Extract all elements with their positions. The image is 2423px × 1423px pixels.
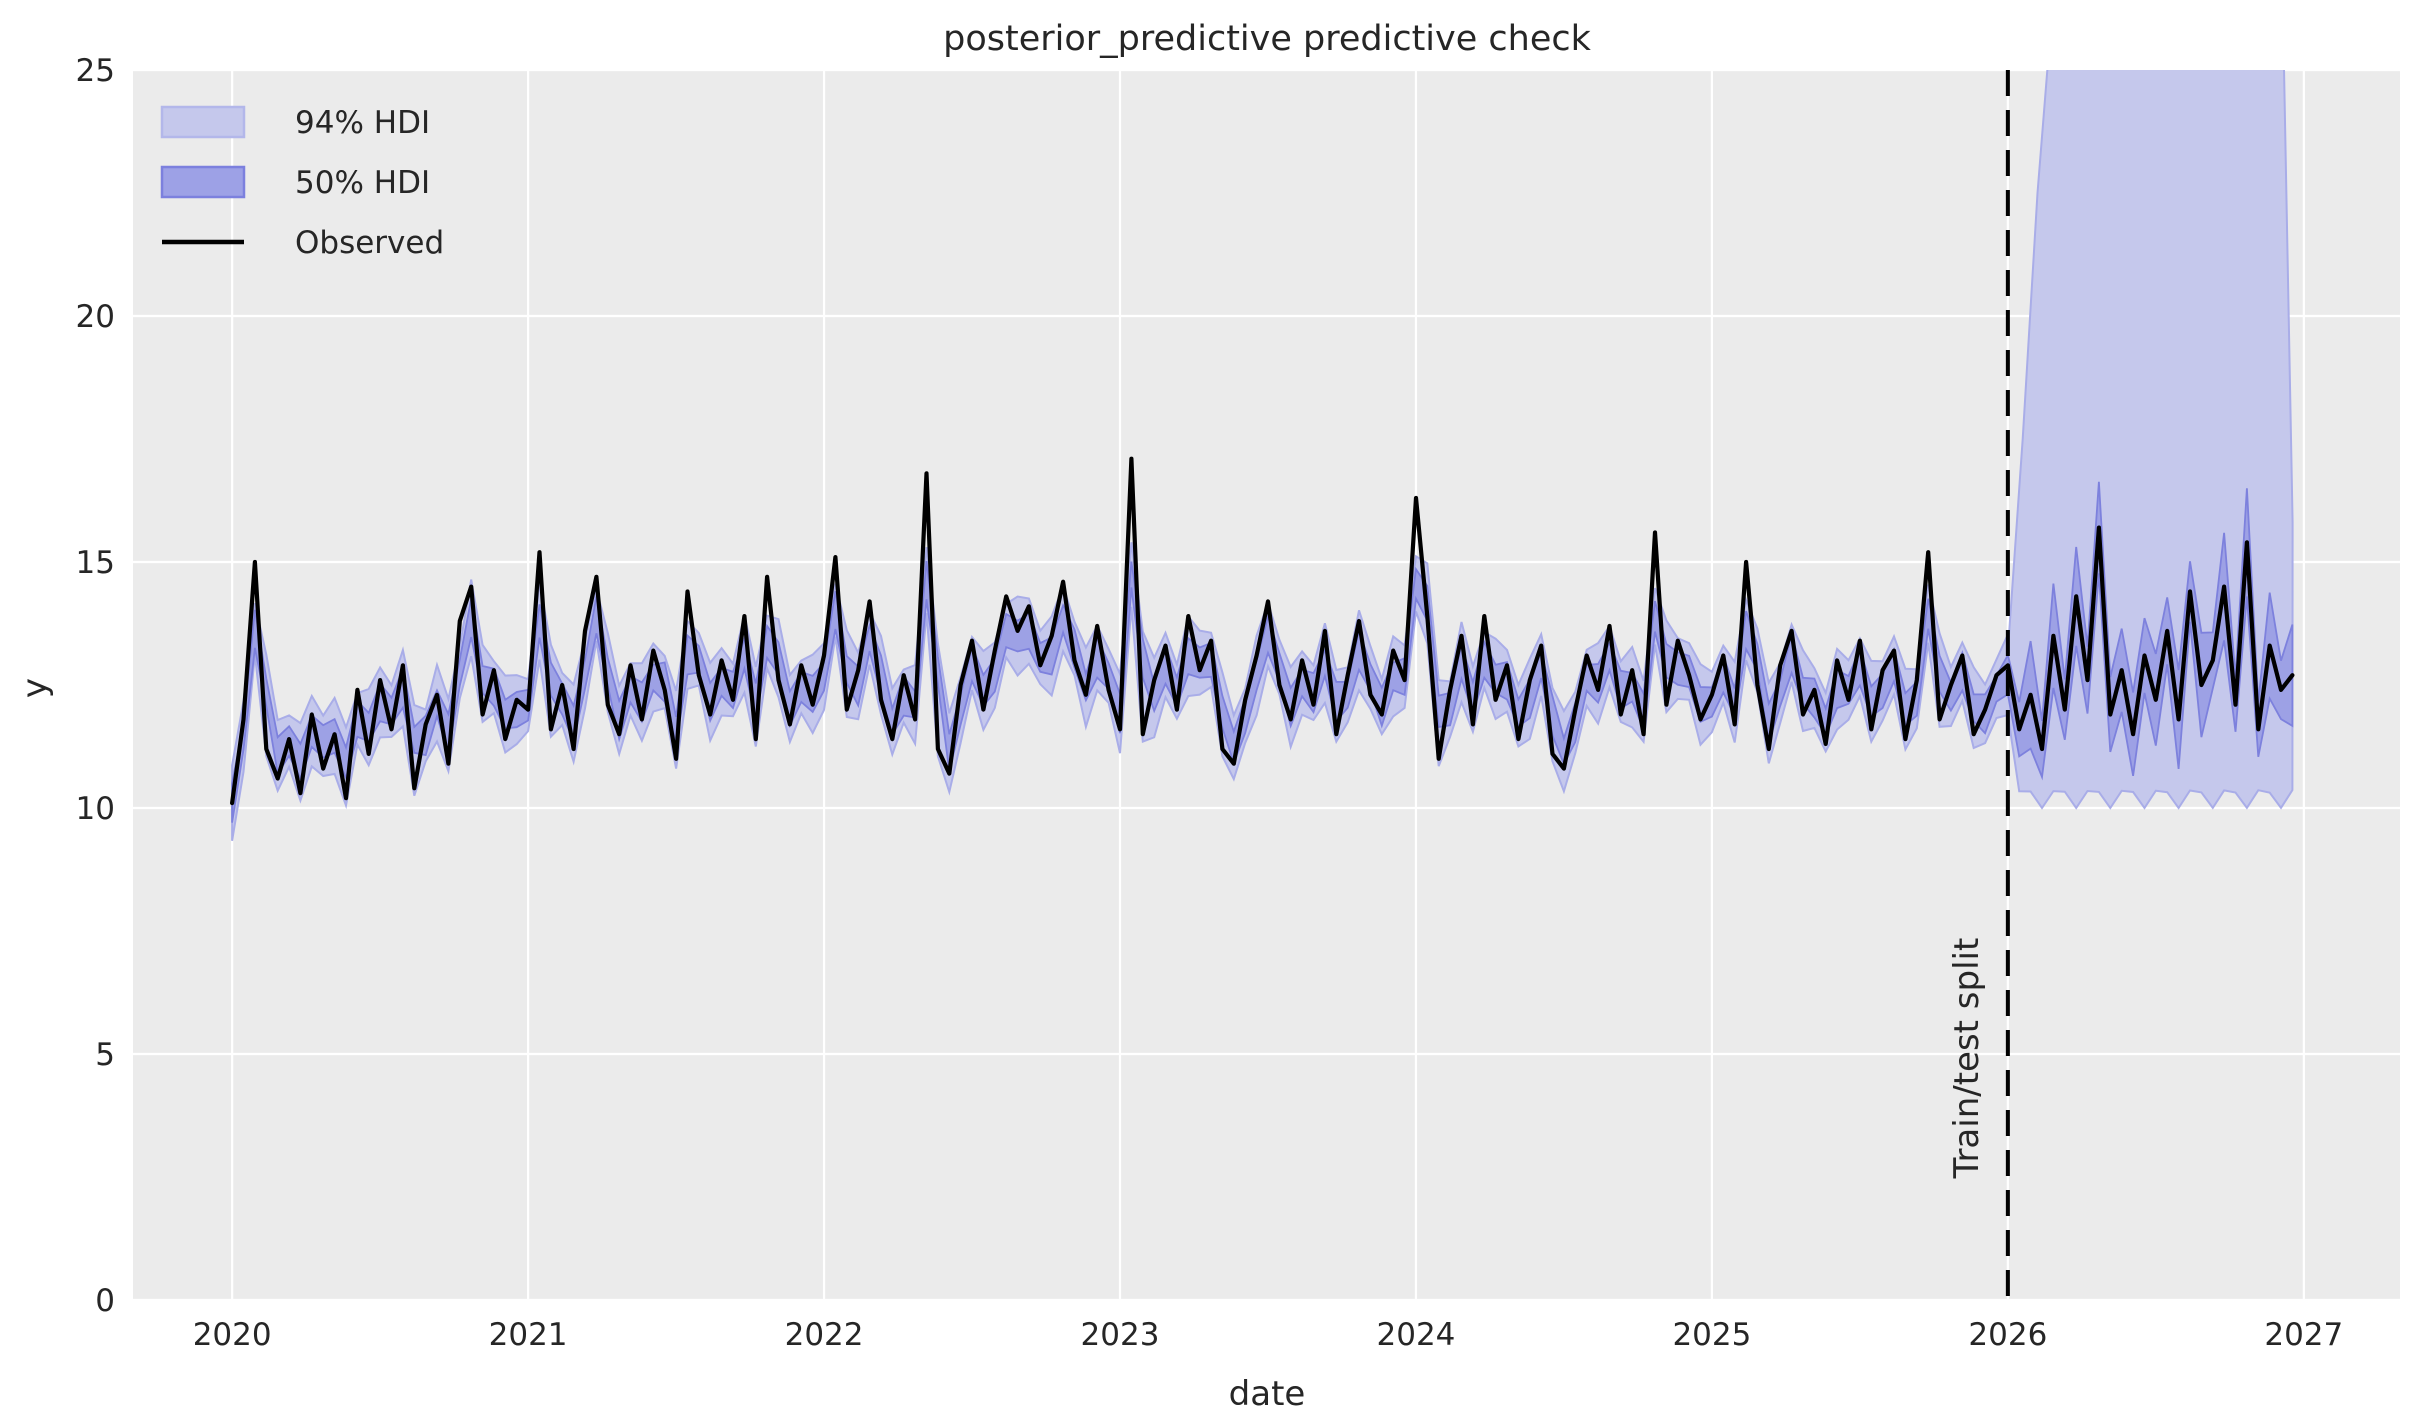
- x-tick-label: 2027: [2264, 1317, 2343, 1353]
- legend-item-hdi50: 50% HDI: [160, 165, 430, 201]
- y-tick-label: 20: [76, 299, 115, 335]
- legend-item-observed: Observed: [162, 225, 444, 261]
- y-tick-label: 5: [95, 1037, 115, 1073]
- observed-line: [230, 456, 2295, 806]
- x-tick-label: 2024: [1377, 1317, 1456, 1353]
- y-tick-label: 25: [76, 53, 115, 89]
- hdi50-band: [231, 481, 2294, 823]
- x-tick-label: 2022: [785, 1317, 864, 1353]
- legend-label-hdi94: 94% HDI: [295, 105, 430, 141]
- y-tick-label: 15: [76, 545, 115, 581]
- x-axis-label: date: [1229, 1374, 1306, 1414]
- legend-item-hdi94: 94% HDI: [160, 105, 430, 141]
- chart-title: posterior_predictive predictive check: [943, 19, 1591, 59]
- x-tick-label: 2025: [1672, 1317, 1751, 1353]
- series-lines: [230, 70, 2295, 1300]
- legend-swatch-hdi94: [160, 105, 246, 139]
- y-tick-label: 10: [76, 791, 115, 827]
- legend-swatch-hdi50: [160, 165, 246, 199]
- split-annotation-label: Train/test split: [1947, 938, 1987, 1180]
- legend: 94% HDI 50% HDI Observed: [160, 105, 444, 261]
- legend-label-hdi50: 50% HDI: [295, 165, 430, 201]
- legend-label-observed: Observed: [295, 225, 444, 261]
- x-tick-label: 2020: [193, 1317, 272, 1353]
- y-tick-label: 0: [95, 1283, 115, 1319]
- y-axis-label: y: [15, 678, 55, 698]
- x-tick-label: 2023: [1081, 1317, 1160, 1353]
- x-tick-label: 2021: [489, 1317, 568, 1353]
- x-tick-label: 2026: [1968, 1317, 2047, 1353]
